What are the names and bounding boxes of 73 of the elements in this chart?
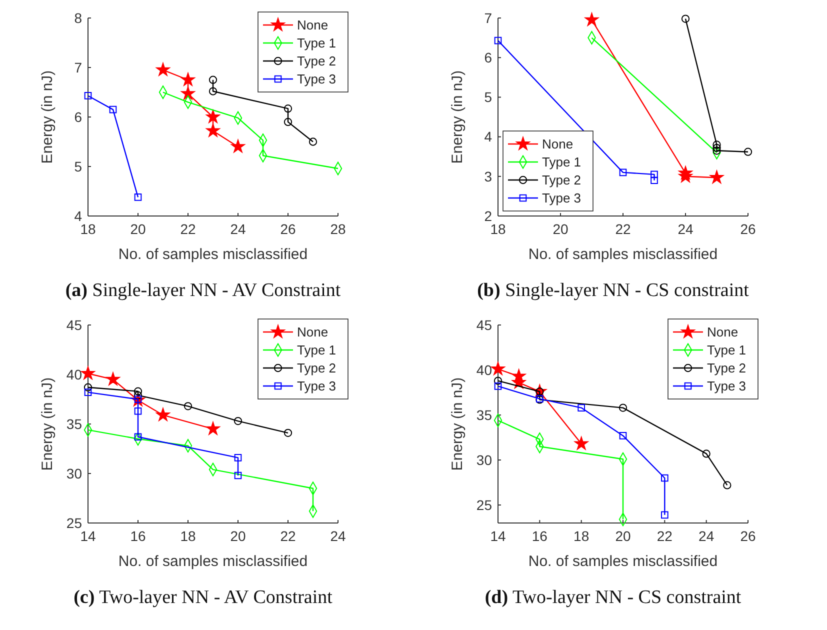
x-tick-label: 22 — [180, 221, 196, 237]
x-tick-label: 26 — [280, 221, 296, 237]
y-tick-label: 45 — [476, 316, 492, 333]
x-tick-label: 26 — [740, 221, 756, 237]
legend-label: None — [542, 136, 574, 152]
y-tick-label: 6 — [484, 50, 492, 66]
x-tick-label: 14 — [80, 528, 96, 544]
x-axis-title: No. of samples misclassified — [118, 553, 308, 570]
x-tick-label: 18 — [180, 528, 196, 544]
text: (c) Two-layer NN - AV Constraint — [74, 587, 334, 608]
legend-label: Type 1 — [297, 342, 336, 358]
x-tick-label: 20 — [615, 528, 631, 544]
x-tick-label: 20 — [552, 221, 568, 237]
y-tick-label: 5 — [74, 158, 82, 174]
legend-label: Type 3 — [542, 190, 582, 206]
legend-label: None — [297, 18, 328, 33]
y-tick-label: 25 — [66, 514, 82, 531]
text: (b) Single-layer NN - CS constraint — [477, 280, 750, 301]
y-tick-label: 30 — [66, 465, 82, 482]
y-tick-label: 35 — [476, 406, 492, 423]
x-axis-title: No. of samples misclassified — [528, 553, 718, 570]
legend-label: Type 2 — [542, 172, 582, 188]
x-tick-label: 14 — [490, 528, 506, 544]
x-tick-label: 24 — [698, 528, 714, 544]
legend-label: Type 2 — [707, 360, 746, 376]
y-tick-label: 5 — [484, 89, 492, 106]
legend-label: Type 1 — [297, 36, 336, 51]
x-tick-label: 18 — [490, 221, 506, 237]
y-tick-label: 3 — [484, 168, 492, 184]
x-tick-label: 18 — [80, 221, 96, 237]
legend-label: Type 1 — [542, 154, 582, 170]
y-axis-title: Energy (in nJ) — [39, 377, 56, 471]
y-tick-label: 7 — [74, 59, 82, 76]
y-tick-label: 40 — [66, 366, 82, 382]
y-tick-label: 40 — [476, 362, 492, 378]
legend-label: Type 2 — [297, 54, 336, 69]
legend-label: None — [707, 324, 738, 340]
legend-label: Type 1 — [707, 342, 746, 358]
x-tick-label: 28 — [330, 221, 346, 237]
x-tick-label: 24 — [330, 528, 346, 544]
legend-label: Type 3 — [297, 378, 336, 394]
x-tick-label: 18 — [574, 528, 590, 544]
text: (d) Two-layer NN - CS constraint — [484, 587, 742, 608]
y-tick-label: 30 — [476, 452, 492, 468]
y-tick-label: 45 — [66, 316, 82, 333]
x-axis-title: No. of samples misclassified — [528, 246, 718, 263]
x-tick-label: 24 — [230, 221, 246, 237]
y-tick-label: 8 — [74, 10, 82, 26]
x-tick-label: 22 — [615, 221, 631, 237]
legend-label: Type 3 — [297, 72, 336, 87]
legend-label: Type 3 — [707, 378, 746, 394]
x-tick-label: 16 — [130, 528, 146, 544]
y-tick-label: 4 — [74, 208, 82, 224]
x-tick-label: 24 — [678, 221, 694, 237]
y-tick-label: 25 — [476, 496, 492, 513]
x-tick-label: 26 — [740, 528, 756, 544]
y-tick-label: 7 — [484, 10, 492, 26]
x-axis-title: No. of samples misclassified — [118, 246, 308, 263]
legend-label: None — [297, 324, 328, 340]
y-axis-title: Energy (in nJ) — [449, 70, 466, 164]
x-tick-label: 16 — [532, 528, 548, 544]
x-tick-label: 20 — [130, 221, 146, 237]
x-tick-label: 20 — [230, 528, 246, 544]
y-tick-label: 6 — [74, 108, 82, 125]
legend-label: Type 2 — [297, 360, 336, 376]
x-tick-label: 22 — [656, 528, 673, 544]
x-tick-label: 22 — [280, 528, 296, 544]
y-axis-title: Energy (in nJ) — [39, 70, 56, 164]
text: (a) Single-layer NN - AV Constraint — [65, 280, 342, 301]
y-axis-title: Energy (in nJ) — [449, 377, 466, 471]
y-tick-label: 35 — [66, 416, 82, 432]
y-tick-label: 2 — [484, 208, 492, 224]
y-tick-label: 4 — [484, 128, 492, 145]
